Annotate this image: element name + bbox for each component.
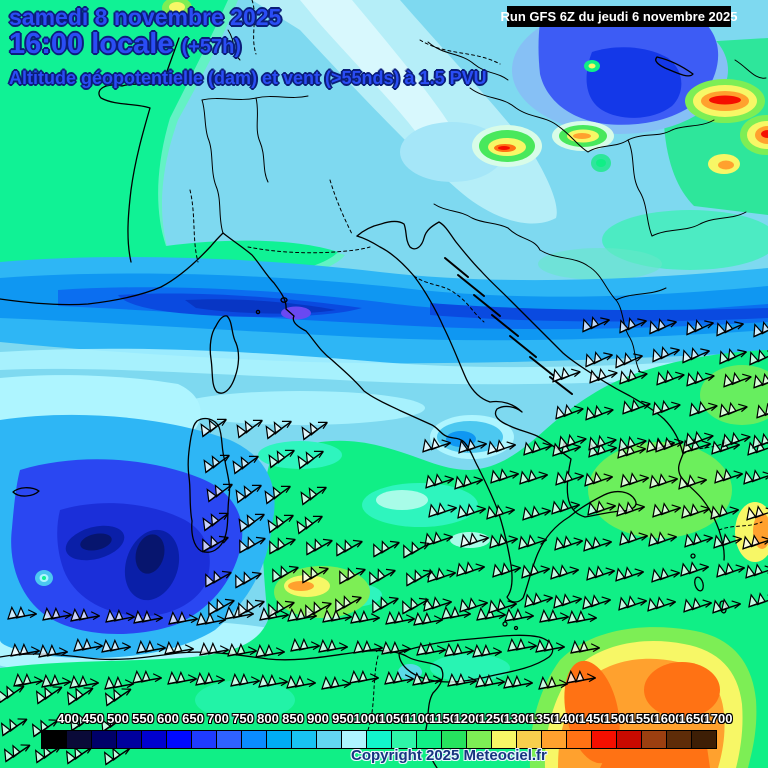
run-info-box: Run GFS 6Z du jeudi 6 novembre 2025 (501, 6, 737, 27)
colorbar-tick: 950 (332, 711, 354, 726)
colorbar-tick: 500 (107, 711, 129, 726)
colorbar-tick: 1150 (428, 711, 458, 726)
colorbar-tick: 1250 (478, 711, 508, 726)
colorbar-cell (241, 730, 267, 749)
colorbar-tick: 1100 (403, 711, 433, 726)
colorbar-tick: 600 (157, 711, 179, 726)
colorbar-tick: 850 (282, 711, 304, 726)
colorbar-cell (216, 730, 242, 749)
colorbar-tick: 750 (232, 711, 254, 726)
colorbar-tick: 650 (182, 711, 204, 726)
forecast-offset-label: (+57h) (181, 36, 241, 58)
local-time-text: 16:00 locale (9, 28, 174, 60)
colorbar-tick: 1350 (528, 711, 558, 726)
colorbar-tick: 450 (82, 711, 104, 726)
country-borders (189, 0, 767, 731)
colorbar-cell (666, 730, 692, 749)
colorbar-tick: 1600 (653, 711, 683, 726)
colorbar-tick: 1200 (453, 711, 483, 726)
parameter-title: Altitude géopotentielle (dam) et vent (>… (9, 68, 487, 88)
colorbar-tick-labels: 400 450 500 550 600 650 700 750 800 850 900 950 1000… (0, 711, 768, 726)
copyright-label: Copyright 2025 Meteociel.fr (351, 747, 547, 764)
colorbar-tick: 1550 (628, 711, 658, 726)
colorbar-tick: 400 (57, 711, 79, 726)
colorbar-cell (141, 730, 167, 749)
colorbar (41, 730, 717, 749)
colorbar-tick: 800 (257, 711, 279, 726)
valid-time-label: 16:00 locale (+57h) (9, 28, 241, 61)
colorbar-tick: 1450 (578, 711, 608, 726)
colorbar-cell (616, 730, 642, 749)
colorbar-cell (266, 730, 292, 749)
date-label: samedi 8 novembre 2025 (9, 4, 282, 30)
colorbar-tick: 1300 (503, 711, 533, 726)
colorbar-cell (91, 730, 117, 749)
colorbar-cell (591, 730, 617, 749)
colorbar-cell (641, 730, 667, 749)
colorbar-cell (291, 730, 317, 749)
colorbar-tick: 1700 (703, 711, 733, 726)
colorbar-tick: 550 (132, 711, 154, 726)
colorbar-tick: 1650 (678, 711, 708, 726)
colorbar-cell (116, 730, 142, 749)
colorbar-tick: 900 (307, 711, 329, 726)
colorbar-cell (166, 730, 192, 749)
colorbar-cell (691, 730, 717, 749)
coastlines (0, 37, 727, 768)
colorbar-tick: 1500 (603, 711, 633, 726)
colorbar-cell (191, 730, 217, 749)
colorbar-cell (316, 730, 342, 749)
colorbar-tick: 1400 (553, 711, 583, 726)
colorbar-cell (41, 730, 67, 749)
colorbar-cell (566, 730, 592, 749)
colorbar-tick: 1000 (353, 711, 383, 726)
colorbar-tick: 1050 (378, 711, 408, 726)
colorbar-cell (66, 730, 92, 749)
colorbar-tick: 700 (207, 711, 229, 726)
